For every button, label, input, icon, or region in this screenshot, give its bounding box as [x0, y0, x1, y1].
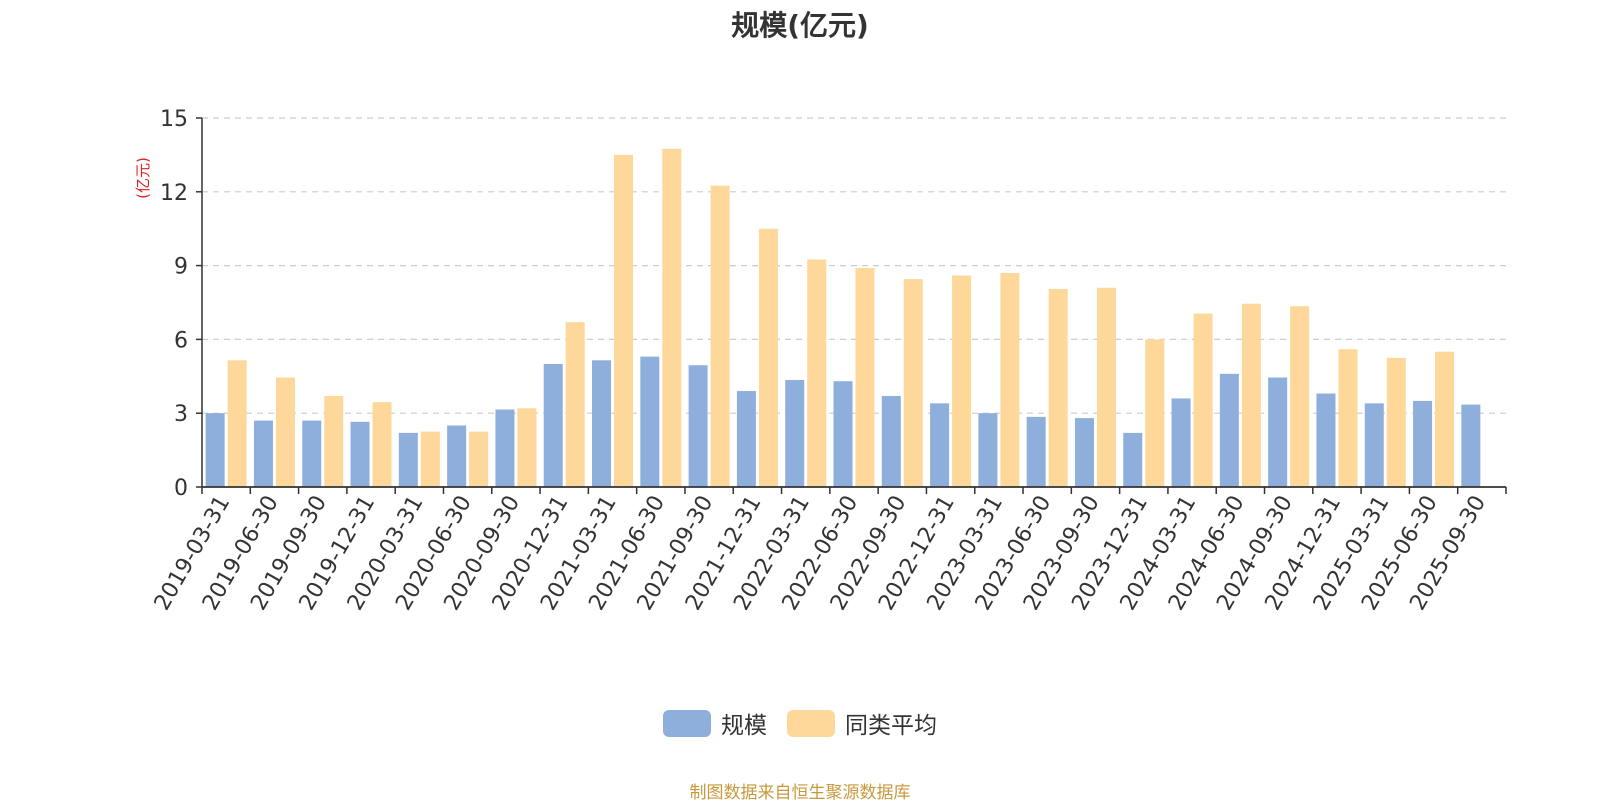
source-note: 制图数据来自恒生聚源数据库 [689, 783, 911, 803]
bar-peer-avg-2021-12-31 [758, 228, 778, 487]
bar-scale-2021-06-30 [640, 356, 660, 487]
bar-peer-avg-2024-12-31 [1338, 349, 1358, 487]
bar-scale-2019-06-30 [253, 420, 273, 487]
bar-scale-2022-03-31 [785, 379, 805, 487]
bar-peer-avg-2024-03-31 [1193, 313, 1213, 487]
y-tick-label-2: 6 [174, 328, 188, 353]
bar-peer-avg-2019-06-30 [275, 377, 295, 487]
bar-peer-avg-2025-06-30 [1435, 351, 1455, 487]
legend: 规模 同类平均 [0, 706, 1600, 740]
chart-title: 规模(亿元) [731, 9, 869, 42]
y-tick-label-0: 0 [174, 476, 188, 501]
bar-peer-avg-2021-03-31 [614, 154, 634, 487]
y-axis-label: (亿元) [134, 157, 152, 199]
bar-peer-avg-2025-03-31 [1386, 357, 1406, 487]
legend-label-series-1: 规模 [721, 713, 767, 739]
bar-scale-2022-06-30 [833, 381, 853, 487]
bar-peer-avg-2020-09-30 [517, 408, 537, 487]
y-tick-label-5: 15 [160, 107, 188, 132]
bar-scale-2024-06-30 [1219, 373, 1239, 487]
bar-scale-2021-12-31 [736, 391, 756, 487]
bar-scale-2020-09-30 [495, 409, 515, 487]
bar-peer-avg-2023-12-31 [1145, 339, 1165, 487]
bar-peer-avg-2023-09-30 [1096, 287, 1116, 487]
bar-scale-2023-06-30 [1026, 416, 1046, 487]
bar-scale-2021-03-31 [592, 360, 612, 487]
bar-peer-avg-2019-12-31 [372, 402, 392, 487]
bar-peer-avg-2021-09-30 [710, 185, 730, 487]
bar-peer-avg-2020-06-30 [469, 431, 489, 487]
y-tick-label-3: 9 [174, 255, 188, 280]
bar-scale-2024-09-30 [1268, 377, 1288, 487]
bar-scale-2021-09-30 [688, 365, 708, 487]
bar-peer-avg-2022-03-31 [807, 259, 827, 487]
bar-scale-2025-03-31 [1364, 403, 1384, 487]
bar-peer-avg-2020-12-31 [565, 322, 585, 487]
bar-peer-avg-2021-06-30 [662, 148, 682, 487]
bar-scale-2024-03-31 [1171, 398, 1191, 487]
bar-scale-2023-09-30 [1074, 418, 1094, 487]
bar-peer-avg-2024-06-30 [1241, 303, 1261, 487]
bar-peer-avg-2019-03-31 [227, 360, 247, 487]
legend-item-series-2[interactable]: 同类平均 [787, 706, 937, 740]
bar-scale-2020-12-31 [543, 364, 563, 487]
bar-peer-avg-2019-09-30 [324, 395, 344, 487]
bar-scale-2023-12-31 [1123, 432, 1143, 487]
bar-scale-2023-03-31 [978, 413, 998, 487]
bar-scale-2025-06-30 [1413, 400, 1433, 487]
bar-scale-2022-09-30 [881, 395, 901, 487]
y-tick-label-4: 12 [160, 181, 188, 206]
bar-peer-avg-2022-12-31 [952, 275, 972, 487]
bar-peer-avg-2020-03-31 [420, 431, 440, 487]
bar-scale-2022-12-31 [930, 403, 950, 487]
legend-item-series-1[interactable]: 规模 [663, 706, 767, 740]
bar-peer-avg-2024-09-30 [1290, 306, 1310, 487]
legend-swatch-series-1 [663, 709, 711, 737]
bar-scale-2019-03-31 [205, 413, 225, 487]
bar-peer-avg-2022-09-30 [903, 279, 923, 487]
bar-scale-2019-12-31 [350, 421, 370, 487]
legend-label-series-2: 同类平均 [845, 713, 937, 739]
y-tick-label-1: 3 [174, 402, 188, 427]
bar-peer-avg-2022-06-30 [855, 268, 875, 487]
bar-scale-2020-03-31 [398, 432, 418, 487]
bar-scale-2024-12-31 [1316, 393, 1336, 487]
bar-scale-2019-09-30 [302, 420, 322, 487]
legend-swatch-series-2 [787, 709, 835, 737]
bar-scale-2025-09-30 [1461, 404, 1481, 487]
bar-peer-avg-2023-06-30 [1048, 288, 1068, 487]
bar-peer-avg-2023-03-31 [1000, 272, 1020, 487]
bar-scale-2020-06-30 [447, 425, 467, 487]
